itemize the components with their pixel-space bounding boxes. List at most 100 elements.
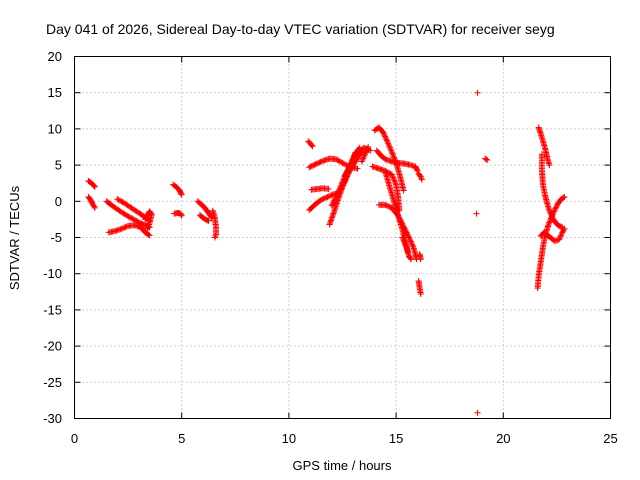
- data-point: [338, 184, 345, 191]
- data-point: [318, 196, 325, 203]
- data-point: [130, 216, 137, 223]
- data-point: [388, 147, 395, 154]
- data-point: [345, 164, 352, 171]
- data-point: [359, 157, 366, 164]
- y-tick-label: -30: [43, 411, 62, 426]
- data-point: [400, 235, 407, 242]
- y-tick-label: -25: [43, 375, 62, 390]
- data-point: [405, 233, 412, 240]
- data-point: [402, 242, 409, 249]
- data-point: [213, 231, 220, 238]
- data-point: [312, 161, 319, 168]
- data-point: [146, 221, 153, 228]
- data-point: [328, 192, 335, 199]
- data-point: [331, 196, 338, 203]
- data-point: [409, 242, 416, 249]
- data-point: [387, 146, 394, 153]
- data-point: [383, 136, 390, 143]
- data-point: [386, 170, 393, 177]
- data-point: [363, 148, 370, 155]
- data-point: [363, 146, 370, 153]
- data-point: [547, 216, 554, 223]
- data-point: [317, 158, 324, 165]
- data-point: [360, 144, 367, 151]
- data-point: [561, 225, 568, 232]
- data-point: [548, 214, 555, 221]
- data-point: [381, 132, 388, 139]
- data-point: [407, 255, 414, 262]
- data-point: [341, 172, 348, 179]
- data-point: [212, 233, 219, 240]
- data-point: [145, 231, 152, 238]
- data-point: [124, 212, 131, 219]
- data-point: [398, 219, 405, 226]
- data-point: [400, 187, 407, 194]
- x-tick-label: 5: [178, 431, 185, 446]
- data-point: [329, 201, 336, 208]
- series-seg-5: [105, 222, 153, 239]
- data-point: [546, 162, 553, 169]
- series-seg-30: [474, 89, 481, 96]
- data-point: [340, 181, 347, 188]
- data-point: [118, 225, 125, 232]
- data-point: [390, 175, 397, 182]
- series-seg-28: [416, 251, 424, 263]
- data-point: [386, 144, 393, 151]
- data-point: [340, 180, 347, 187]
- series-seg-31: [473, 210, 480, 217]
- data-point: [395, 214, 402, 221]
- data-point: [551, 208, 558, 215]
- series-seg-12: [305, 138, 316, 150]
- series-seg-22: [373, 147, 421, 174]
- data-point: [397, 217, 404, 224]
- data-point: [211, 234, 218, 241]
- data-point: [345, 166, 352, 173]
- data-point: [384, 203, 391, 210]
- data-point: [126, 214, 133, 221]
- data-point: [329, 191, 336, 198]
- data-point: [558, 230, 565, 237]
- data-point: [316, 159, 323, 166]
- data-point: [319, 196, 326, 203]
- data-point: [546, 207, 553, 214]
- y-tick-label: 15: [48, 85, 62, 100]
- series-seg-21: [371, 124, 407, 194]
- data-point: [384, 138, 391, 145]
- data-point: [548, 215, 555, 222]
- data-point: [178, 190, 185, 197]
- data-point: [321, 195, 328, 202]
- data-point: [389, 172, 396, 179]
- data-point: [354, 165, 361, 172]
- series-seg-2: [85, 193, 98, 211]
- data-point: [119, 225, 126, 232]
- data-point: [342, 177, 349, 184]
- data-point: [91, 204, 98, 211]
- data-point: [409, 241, 416, 248]
- data-point: [307, 163, 314, 170]
- data-point: [382, 201, 389, 208]
- data-point: [383, 137, 390, 144]
- series-seg-14: [308, 185, 332, 193]
- series-seg-27: [415, 170, 425, 183]
- data-point: [145, 222, 152, 229]
- data-point: [407, 237, 414, 244]
- data-point: [91, 182, 98, 189]
- data-point: [362, 151, 369, 158]
- data-point: [399, 234, 406, 241]
- data-point: [342, 161, 349, 168]
- data-point: [358, 158, 365, 165]
- data-point: [342, 176, 349, 183]
- x-tick-label: 15: [389, 431, 403, 446]
- series-seg-35: [538, 151, 566, 231]
- data-point: [91, 183, 98, 190]
- data-point: [330, 200, 337, 207]
- data-point: [364, 145, 371, 152]
- data-point: [417, 173, 424, 180]
- data-point: [318, 158, 325, 165]
- series-seg-23: [369, 163, 403, 214]
- x-tick-label: 10: [282, 431, 296, 446]
- data-point: [405, 234, 412, 241]
- data-point: [417, 256, 424, 263]
- data-point: [386, 143, 393, 150]
- data-point: [309, 143, 316, 150]
